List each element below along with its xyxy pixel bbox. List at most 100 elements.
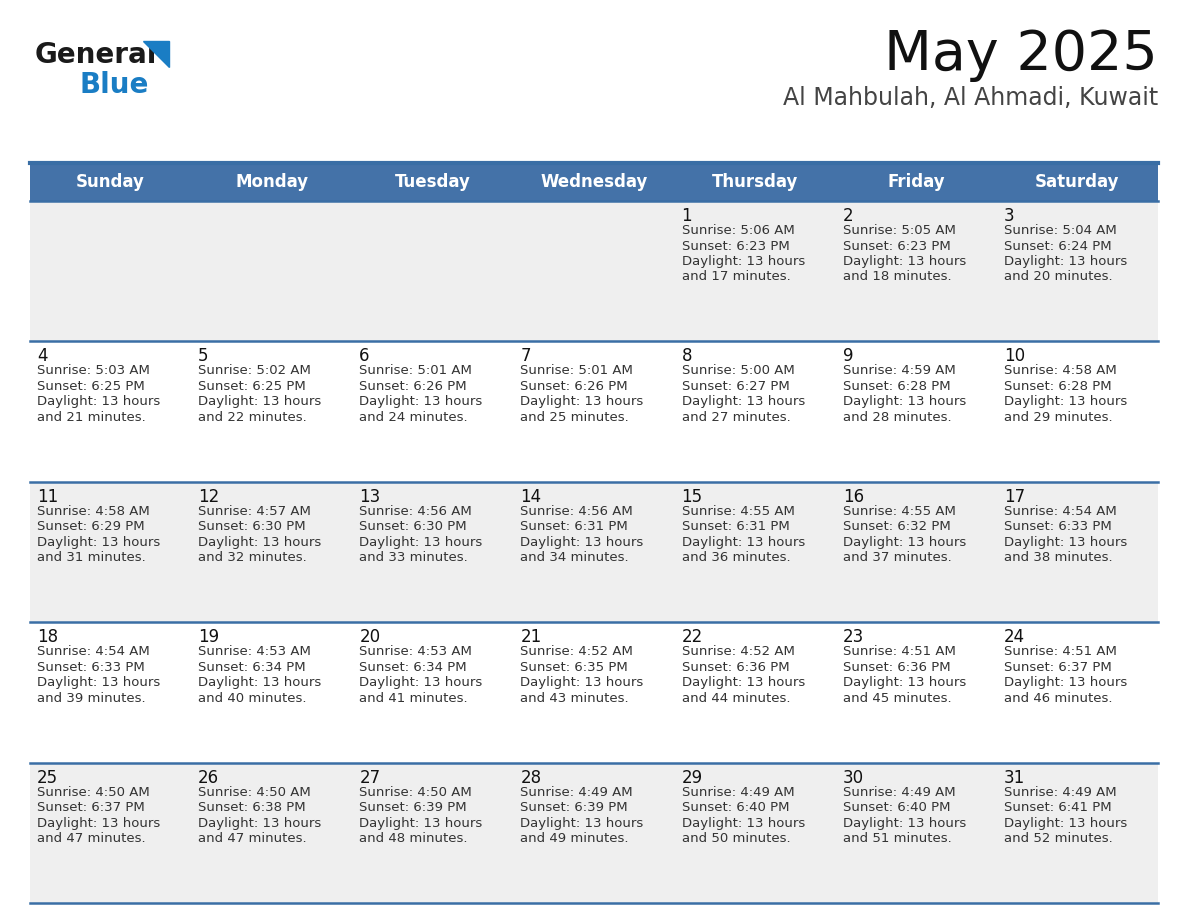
Bar [30,163,191,201]
Text: and 47 minutes.: and 47 minutes. [198,832,307,845]
Text: 6: 6 [359,347,369,365]
Text: and 20 minutes.: and 20 minutes. [1004,271,1112,284]
Text: 22: 22 [682,628,703,646]
Text: Sunrise: 4:56 AM: Sunrise: 4:56 AM [520,505,633,518]
Text: and 31 minutes.: and 31 minutes. [37,552,146,565]
Text: Sunset: 6:31 PM: Sunset: 6:31 PM [520,521,628,533]
Text: and 50 minutes.: and 50 minutes. [682,832,790,845]
Text: and 25 minutes.: and 25 minutes. [520,411,630,424]
Bar [30,341,1158,482]
Text: Sunset: 6:26 PM: Sunset: 6:26 PM [359,380,467,393]
Text: 12: 12 [198,487,220,506]
Text: Sunrise: 4:49 AM: Sunrise: 4:49 AM [1004,786,1117,799]
Text: 29: 29 [682,768,702,787]
Bar [191,163,353,201]
Text: Daylight: 13 hours: Daylight: 13 hours [1004,396,1127,409]
Text: Sunrise: 5:05 AM: Sunrise: 5:05 AM [842,224,955,237]
Text: Sunrise: 4:53 AM: Sunrise: 4:53 AM [359,645,472,658]
Text: Tuesday: Tuesday [394,173,470,191]
Text: 1: 1 [682,207,693,225]
Text: Sunset: 6:26 PM: Sunset: 6:26 PM [520,380,628,393]
Text: 28: 28 [520,768,542,787]
Text: Sunset: 6:27 PM: Sunset: 6:27 PM [682,380,789,393]
Text: Daylight: 13 hours: Daylight: 13 hours [37,677,160,689]
Text: 2: 2 [842,207,853,225]
Text: Daylight: 13 hours: Daylight: 13 hours [520,677,644,689]
Text: Saturday: Saturday [1035,173,1119,191]
Text: Sunset: 6:30 PM: Sunset: 6:30 PM [359,521,467,533]
Text: 16: 16 [842,487,864,506]
Bar [30,201,1158,341]
Text: 9: 9 [842,347,853,365]
Text: Sunrise: 4:55 AM: Sunrise: 4:55 AM [682,505,795,518]
Text: and 22 minutes.: and 22 minutes. [198,411,307,424]
Text: and 17 minutes.: and 17 minutes. [682,271,790,284]
Text: Daylight: 13 hours: Daylight: 13 hours [682,817,804,830]
Text: 8: 8 [682,347,693,365]
Text: Sunrise: 4:53 AM: Sunrise: 4:53 AM [198,645,311,658]
Text: Daylight: 13 hours: Daylight: 13 hours [198,396,322,409]
Text: and 34 minutes.: and 34 minutes. [520,552,630,565]
Text: Sunrise: 4:54 AM: Sunrise: 4:54 AM [37,645,150,658]
Text: Sunset: 6:24 PM: Sunset: 6:24 PM [1004,240,1112,252]
Text: Daylight: 13 hours: Daylight: 13 hours [359,396,482,409]
Text: and 49 minutes.: and 49 minutes. [520,832,628,845]
Text: Sunset: 6:29 PM: Sunset: 6:29 PM [37,521,145,533]
Text: Daylight: 13 hours: Daylight: 13 hours [842,255,966,268]
Text: Daylight: 13 hours: Daylight: 13 hours [682,536,804,549]
Text: Sunset: 6:28 PM: Sunset: 6:28 PM [842,380,950,393]
Bar [353,163,513,201]
Text: May 2025: May 2025 [884,28,1158,82]
Text: Daylight: 13 hours: Daylight: 13 hours [37,817,160,830]
Text: 13: 13 [359,487,380,506]
Text: Friday: Friday [887,173,946,191]
Text: Daylight: 13 hours: Daylight: 13 hours [1004,817,1127,830]
Text: Daylight: 13 hours: Daylight: 13 hours [842,817,966,830]
Text: General: General [34,41,157,69]
Text: Sunrise: 4:58 AM: Sunrise: 4:58 AM [1004,364,1117,377]
Polygon shape [143,41,169,67]
Text: 10: 10 [1004,347,1025,365]
Text: 24: 24 [1004,628,1025,646]
Text: Sunrise: 5:02 AM: Sunrise: 5:02 AM [198,364,311,377]
Text: and 51 minutes.: and 51 minutes. [842,832,952,845]
Text: Sunrise: 5:00 AM: Sunrise: 5:00 AM [682,364,795,377]
Text: and 24 minutes.: and 24 minutes. [359,411,468,424]
Text: Sunset: 6:33 PM: Sunset: 6:33 PM [1004,521,1112,533]
Text: Sunset: 6:25 PM: Sunset: 6:25 PM [37,380,145,393]
Text: Sunset: 6:37 PM: Sunset: 6:37 PM [1004,661,1112,674]
Text: Sunrise: 5:04 AM: Sunrise: 5:04 AM [1004,224,1117,237]
Bar [997,163,1158,201]
Text: 20: 20 [359,628,380,646]
Text: Daylight: 13 hours: Daylight: 13 hours [37,396,160,409]
Text: 26: 26 [198,768,220,787]
Text: Sunrise: 4:49 AM: Sunrise: 4:49 AM [520,786,633,799]
Text: Sunset: 6:36 PM: Sunset: 6:36 PM [682,661,789,674]
Text: Sunrise: 4:54 AM: Sunrise: 4:54 AM [1004,505,1117,518]
Text: Daylight: 13 hours: Daylight: 13 hours [359,536,482,549]
Bar [30,482,1158,622]
Text: and 48 minutes.: and 48 minutes. [359,832,468,845]
Text: Sunset: 6:25 PM: Sunset: 6:25 PM [198,380,305,393]
Text: Al Mahbulah, Al Ahmadi, Kuwait: Al Mahbulah, Al Ahmadi, Kuwait [783,86,1158,110]
Text: Daylight: 13 hours: Daylight: 13 hours [842,396,966,409]
Text: and 39 minutes.: and 39 minutes. [37,691,146,705]
Text: Daylight: 13 hours: Daylight: 13 hours [1004,255,1127,268]
Text: Sunrise: 4:50 AM: Sunrise: 4:50 AM [359,786,472,799]
Text: Sunrise: 4:52 AM: Sunrise: 4:52 AM [520,645,633,658]
Bar [675,163,835,201]
Text: Sunday: Sunday [76,173,145,191]
Text: and 32 minutes.: and 32 minutes. [198,552,307,565]
Text: and 21 minutes.: and 21 minutes. [37,411,146,424]
Text: Sunrise: 4:49 AM: Sunrise: 4:49 AM [682,786,795,799]
Text: 19: 19 [198,628,220,646]
Text: Sunrise: 4:50 AM: Sunrise: 4:50 AM [37,786,150,799]
Text: 25: 25 [37,768,58,787]
Text: and 29 minutes.: and 29 minutes. [1004,411,1112,424]
Text: Daylight: 13 hours: Daylight: 13 hours [359,817,482,830]
Text: Sunrise: 5:01 AM: Sunrise: 5:01 AM [359,364,472,377]
Text: and 41 minutes.: and 41 minutes. [359,691,468,705]
Text: Sunset: 6:38 PM: Sunset: 6:38 PM [198,801,305,814]
Text: Thursday: Thursday [712,173,798,191]
Text: Sunrise: 4:56 AM: Sunrise: 4:56 AM [359,505,472,518]
